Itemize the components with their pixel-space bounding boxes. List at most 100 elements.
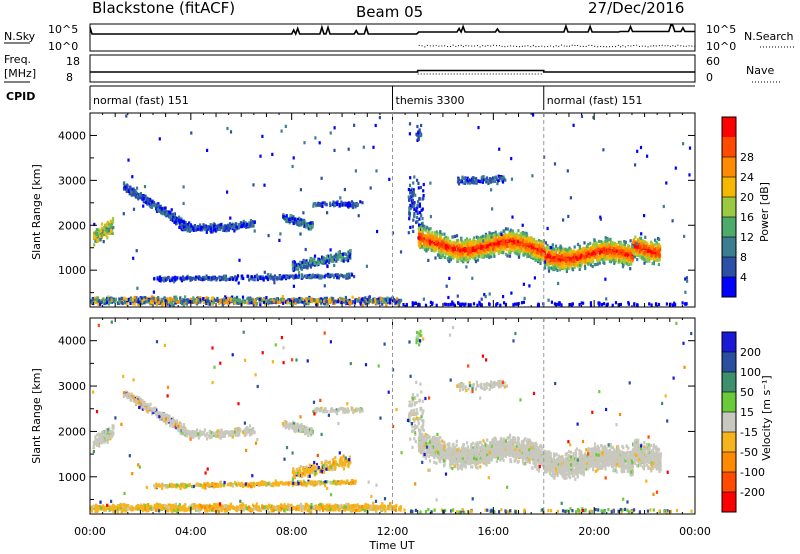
heatmap-cell [224, 295, 227, 299]
heatmap-cell [414, 301, 417, 306]
heatmap-cell [417, 239, 420, 244]
heatmap-cell [255, 273, 258, 277]
heatmap-cell [530, 254, 533, 258]
heatmap-cell [225, 229, 228, 233]
heatmap-cell [256, 297, 259, 301]
heatmap-cell [241, 224, 244, 228]
heatmap-cell [339, 254, 342, 258]
heatmap-cell [457, 182, 461, 186]
freq-panel-frame [89, 54, 696, 83]
heatmap-cell [106, 236, 109, 240]
heatmap-cell [457, 177, 460, 181]
heatmap-cell [143, 198, 146, 202]
heatmap-cell [106, 222, 109, 226]
heatmap-cell [133, 193, 136, 197]
heatmap-cell [580, 301, 583, 305]
heatmap-cell [407, 187, 410, 192]
heatmap-cell [233, 229, 236, 233]
heatmap-cell [320, 260, 324, 264]
heatmap-cell [211, 230, 214, 234]
heatmap-cell [538, 238, 541, 243]
heatmap-cell [159, 276, 162, 281]
heatmap-cell [558, 302, 561, 307]
heatmap-cell [493, 242, 496, 246]
heatmap-cell [415, 209, 418, 213]
heatmap-cell [488, 231, 491, 235]
heatmap-cell [326, 259, 329, 263]
heatmap-cell [103, 299, 106, 303]
heatmap-cell [426, 231, 429, 235]
heatmap-cell [339, 297, 342, 301]
heatmap-cell [162, 210, 165, 214]
heatmap-cell [565, 251, 568, 255]
heatmap-cell [387, 300, 390, 304]
heatmap-cell [609, 256, 612, 260]
heatmap-cell [337, 252, 340, 257]
heatmap-cell [128, 192, 131, 196]
heatmap-cell [384, 297, 387, 301]
heatmap-cell [309, 227, 313, 231]
heatmap-cell [568, 302, 572, 307]
heatmap-cell [393, 298, 396, 302]
heatmap-cell [126, 184, 129, 188]
heatmap-cell [671, 303, 674, 307]
heatmap-cell [412, 188, 415, 192]
heatmap-cell [489, 180, 492, 184]
heatmap-cell [156, 207, 159, 212]
heatmap-cell [177, 218, 180, 222]
heatmap-cell [419, 133, 422, 137]
heatmap-cell [493, 179, 496, 183]
heatmap-cell [208, 302, 211, 306]
heatmap-cell [395, 297, 399, 301]
heatmap-cell [103, 227, 106, 231]
heatmap-cell [172, 297, 175, 301]
heatmap-cell [339, 273, 342, 277]
heatmap-cell [190, 224, 193, 228]
heatmap-cell [602, 302, 606, 306]
heatmap-cell [227, 223, 230, 227]
heatmap-cell [582, 301, 585, 305]
heatmap-cell [184, 223, 187, 227]
heatmap-cell [655, 240, 658, 244]
heatmap-cell [301, 297, 305, 301]
heatmap-cell [256, 278, 259, 282]
heatmap-cell [171, 302, 174, 306]
heatmap-cell [299, 260, 302, 264]
heatmap-cell [313, 254, 317, 258]
heatmap-cell [413, 211, 416, 215]
heatmap-cell [524, 252, 527, 256]
heatmap-cell [298, 296, 301, 301]
heatmap-cell [500, 176, 504, 180]
heatmap-cell [202, 297, 205, 301]
heatmap-cell [568, 246, 571, 250]
heatmap-cell [325, 300, 328, 304]
heatmap-cell [94, 231, 97, 235]
heatmap-cell [197, 298, 200, 302]
heatmap-cell [451, 241, 454, 245]
heatmap-cell [186, 223, 189, 227]
heatmap-cell [461, 175, 464, 179]
heatmap-cell [420, 123, 423, 128]
heatmap-cell [189, 297, 192, 301]
heatmap-cell [430, 248, 433, 252]
freq-left-tick-high: 18 [66, 55, 80, 68]
heatmap-cell [331, 297, 334, 301]
heatmap-cell [351, 273, 354, 277]
heatmap-cell [311, 273, 314, 277]
heatmap-cell [181, 222, 184, 226]
heatmap-cell [312, 258, 315, 262]
heatmap-cell [171, 276, 174, 280]
heatmap-cell [606, 240, 609, 245]
heatmap-cell [240, 221, 244, 226]
heatmap-cell [354, 298, 357, 302]
heatmap-cell [221, 298, 224, 302]
heatmap-cell [583, 264, 587, 268]
heatmap-cell [183, 298, 186, 302]
heatmap-cell [301, 260, 304, 265]
heatmap-cell [210, 302, 214, 306]
heatmap-cell [357, 299, 360, 303]
heatmap-cell [215, 224, 218, 228]
heatmap-cell [495, 303, 498, 307]
heatmap-cell [133, 295, 136, 300]
heatmap-cell [632, 240, 635, 245]
